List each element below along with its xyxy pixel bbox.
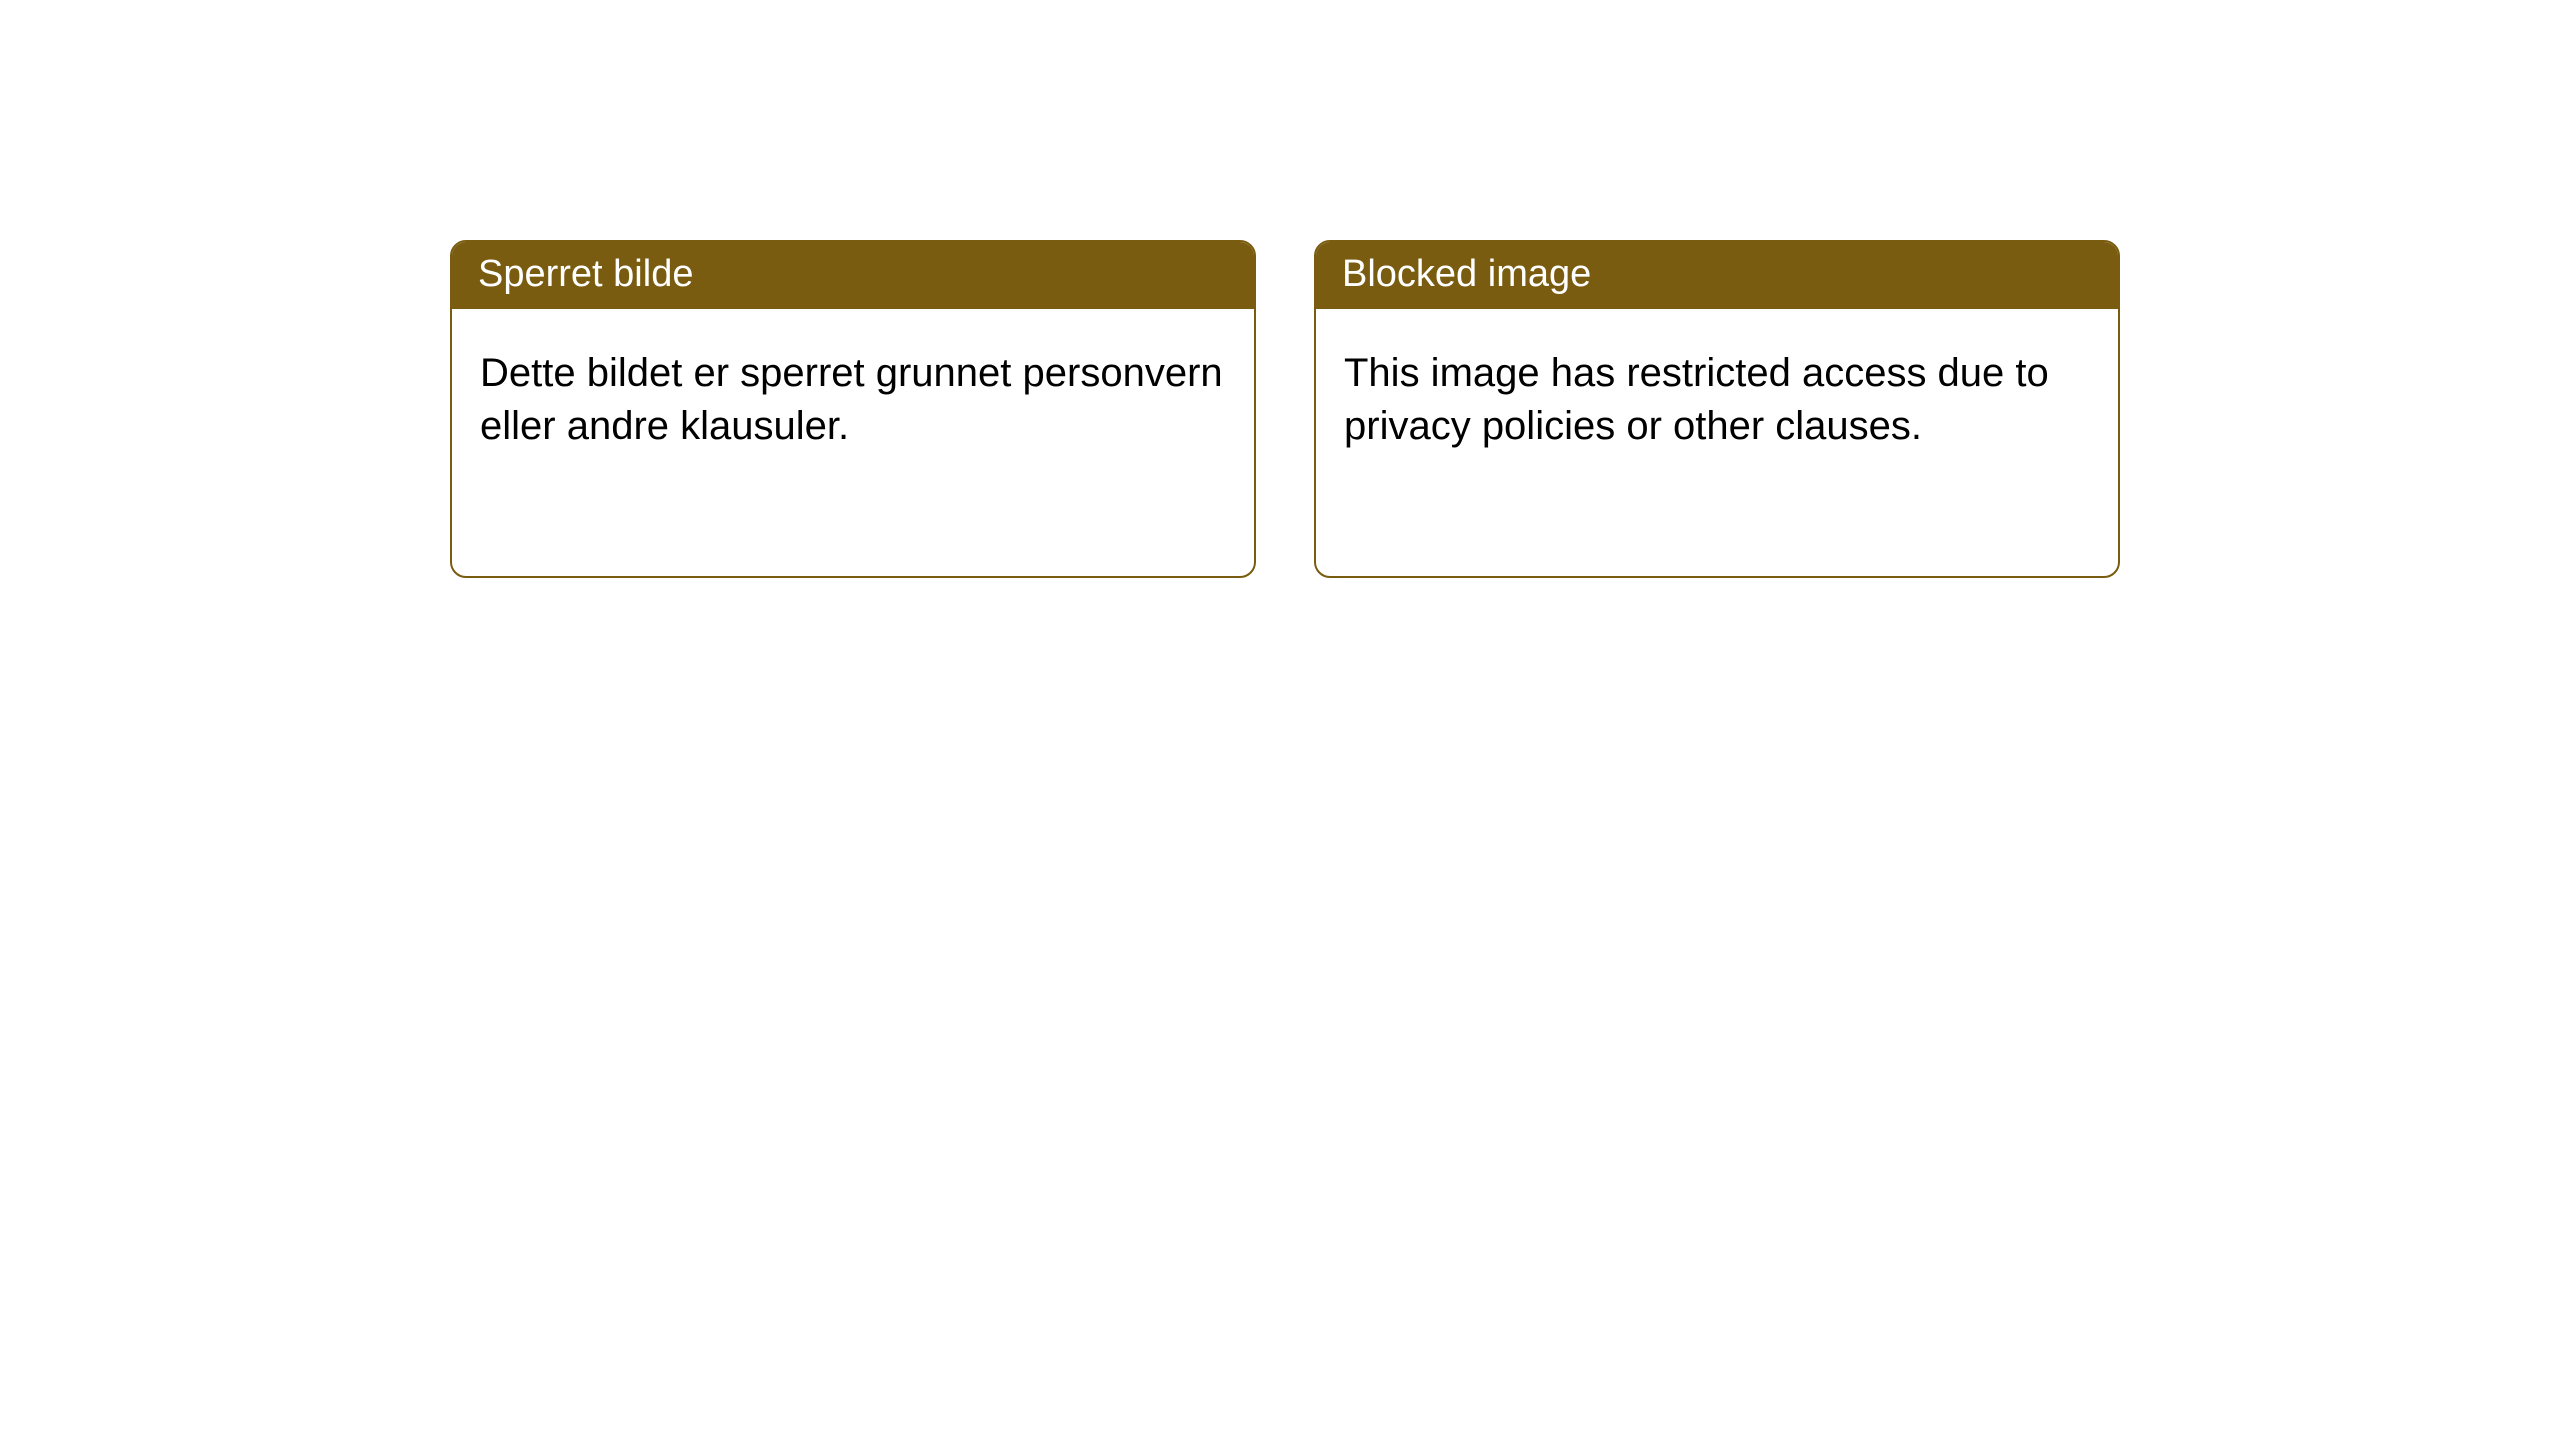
- card-body-norwegian: Dette bildet er sperret grunnet personve…: [452, 309, 1254, 491]
- card-title-english: Blocked image: [1316, 242, 2118, 309]
- notice-cards-container: Sperret bilde Dette bildet er sperret gr…: [0, 0, 2560, 578]
- card-body-english: This image has restricted access due to …: [1316, 309, 2118, 491]
- blocked-image-card-english: Blocked image This image has restricted …: [1314, 240, 2120, 578]
- blocked-image-card-norwegian: Sperret bilde Dette bildet er sperret gr…: [450, 240, 1256, 578]
- card-title-norwegian: Sperret bilde: [452, 242, 1254, 309]
